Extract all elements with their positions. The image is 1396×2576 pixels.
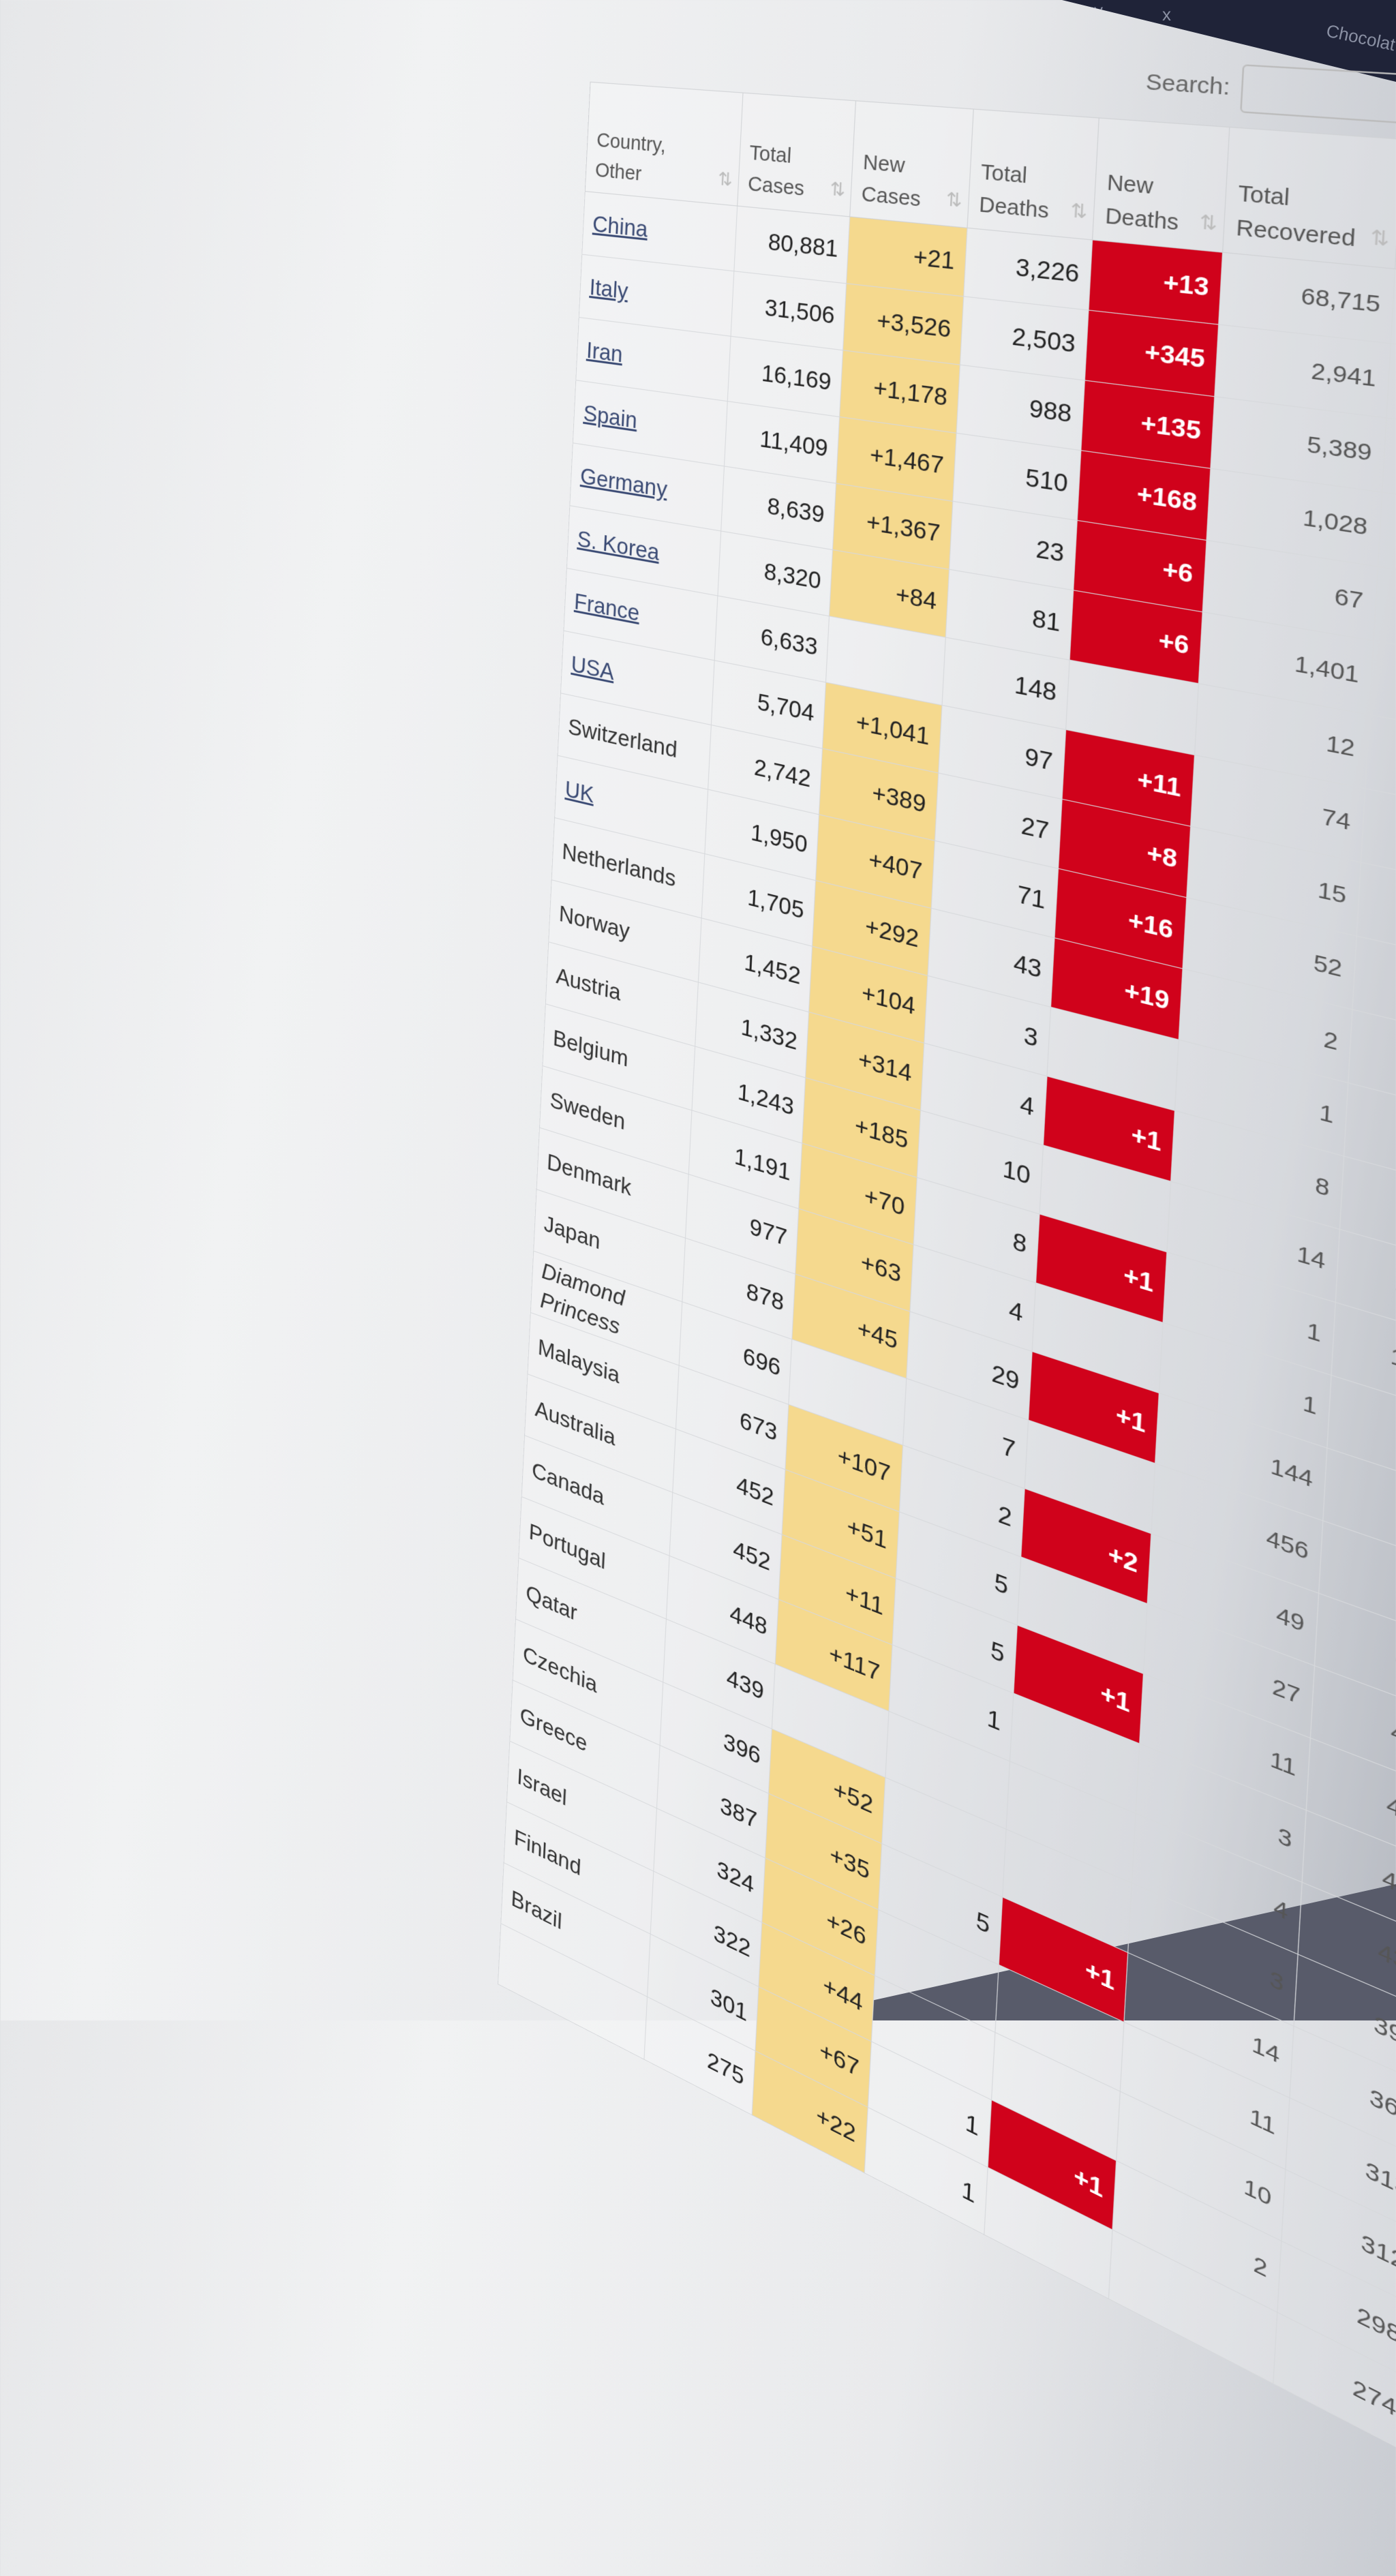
column-header-label: Country, Other <box>594 129 667 185</box>
sort-arrows-icon[interactable]: ⇅ <box>717 168 733 191</box>
column-header-new-deaths[interactable]: New Deaths ⇅ <box>1092 118 1230 253</box>
coronavirus-table-panel: Search: Country, Other ⇅ Total Cases ⇅ New C… <box>498 20 1396 2576</box>
column-header-new-cases[interactable]: New Cases ⇅ <box>850 100 973 228</box>
sort-arrows-icon[interactable]: ⇅ <box>1369 225 1391 252</box>
cases-table: Country, Other ⇅ Total Cases ⇅ New Cases ⇅ Tot… <box>498 81 1396 2576</box>
cell-new: +21 <box>846 216 967 297</box>
browser-tab[interactable]: Chocolat <box>1324 20 1396 55</box>
sort-arrows-icon[interactable]: ⇅ <box>945 187 963 212</box>
column-header-label: Total Recovered <box>1235 181 1356 252</box>
sort-arrows-icon[interactable]: ⇅ <box>1069 198 1089 224</box>
column-header-label: Total Deaths <box>978 160 1050 224</box>
tab-close-icon[interactable]: x <box>1162 4 1171 25</box>
cell-deaths: 3,226 <box>963 228 1093 311</box>
column-header-total-deaths[interactable]: Total Deaths ⇅ <box>967 109 1099 240</box>
column-header-country-other[interactable]: Country, Other ⇅ <box>585 82 743 207</box>
sort-arrows-icon[interactable]: ⇅ <box>829 177 847 201</box>
column-header-label: New Cases <box>861 151 922 211</box>
sort-arrows-icon[interactable]: ⇅ <box>1198 210 1218 235</box>
search-label: Search: <box>1145 69 1231 100</box>
search-input[interactable] <box>1240 64 1396 131</box>
browser-tab-fragment[interactable]: gy <box>1084 0 1103 20</box>
column-header-total-cases[interactable]: Total Cases ⇅ <box>737 93 856 217</box>
column-header-label: Total Cases <box>747 141 805 201</box>
column-header-label: New Deaths <box>1104 170 1180 236</box>
column-header-total-recovered[interactable]: Total Recovered ⇅ <box>1222 127 1396 269</box>
cell-total: 80,881 <box>733 206 851 284</box>
